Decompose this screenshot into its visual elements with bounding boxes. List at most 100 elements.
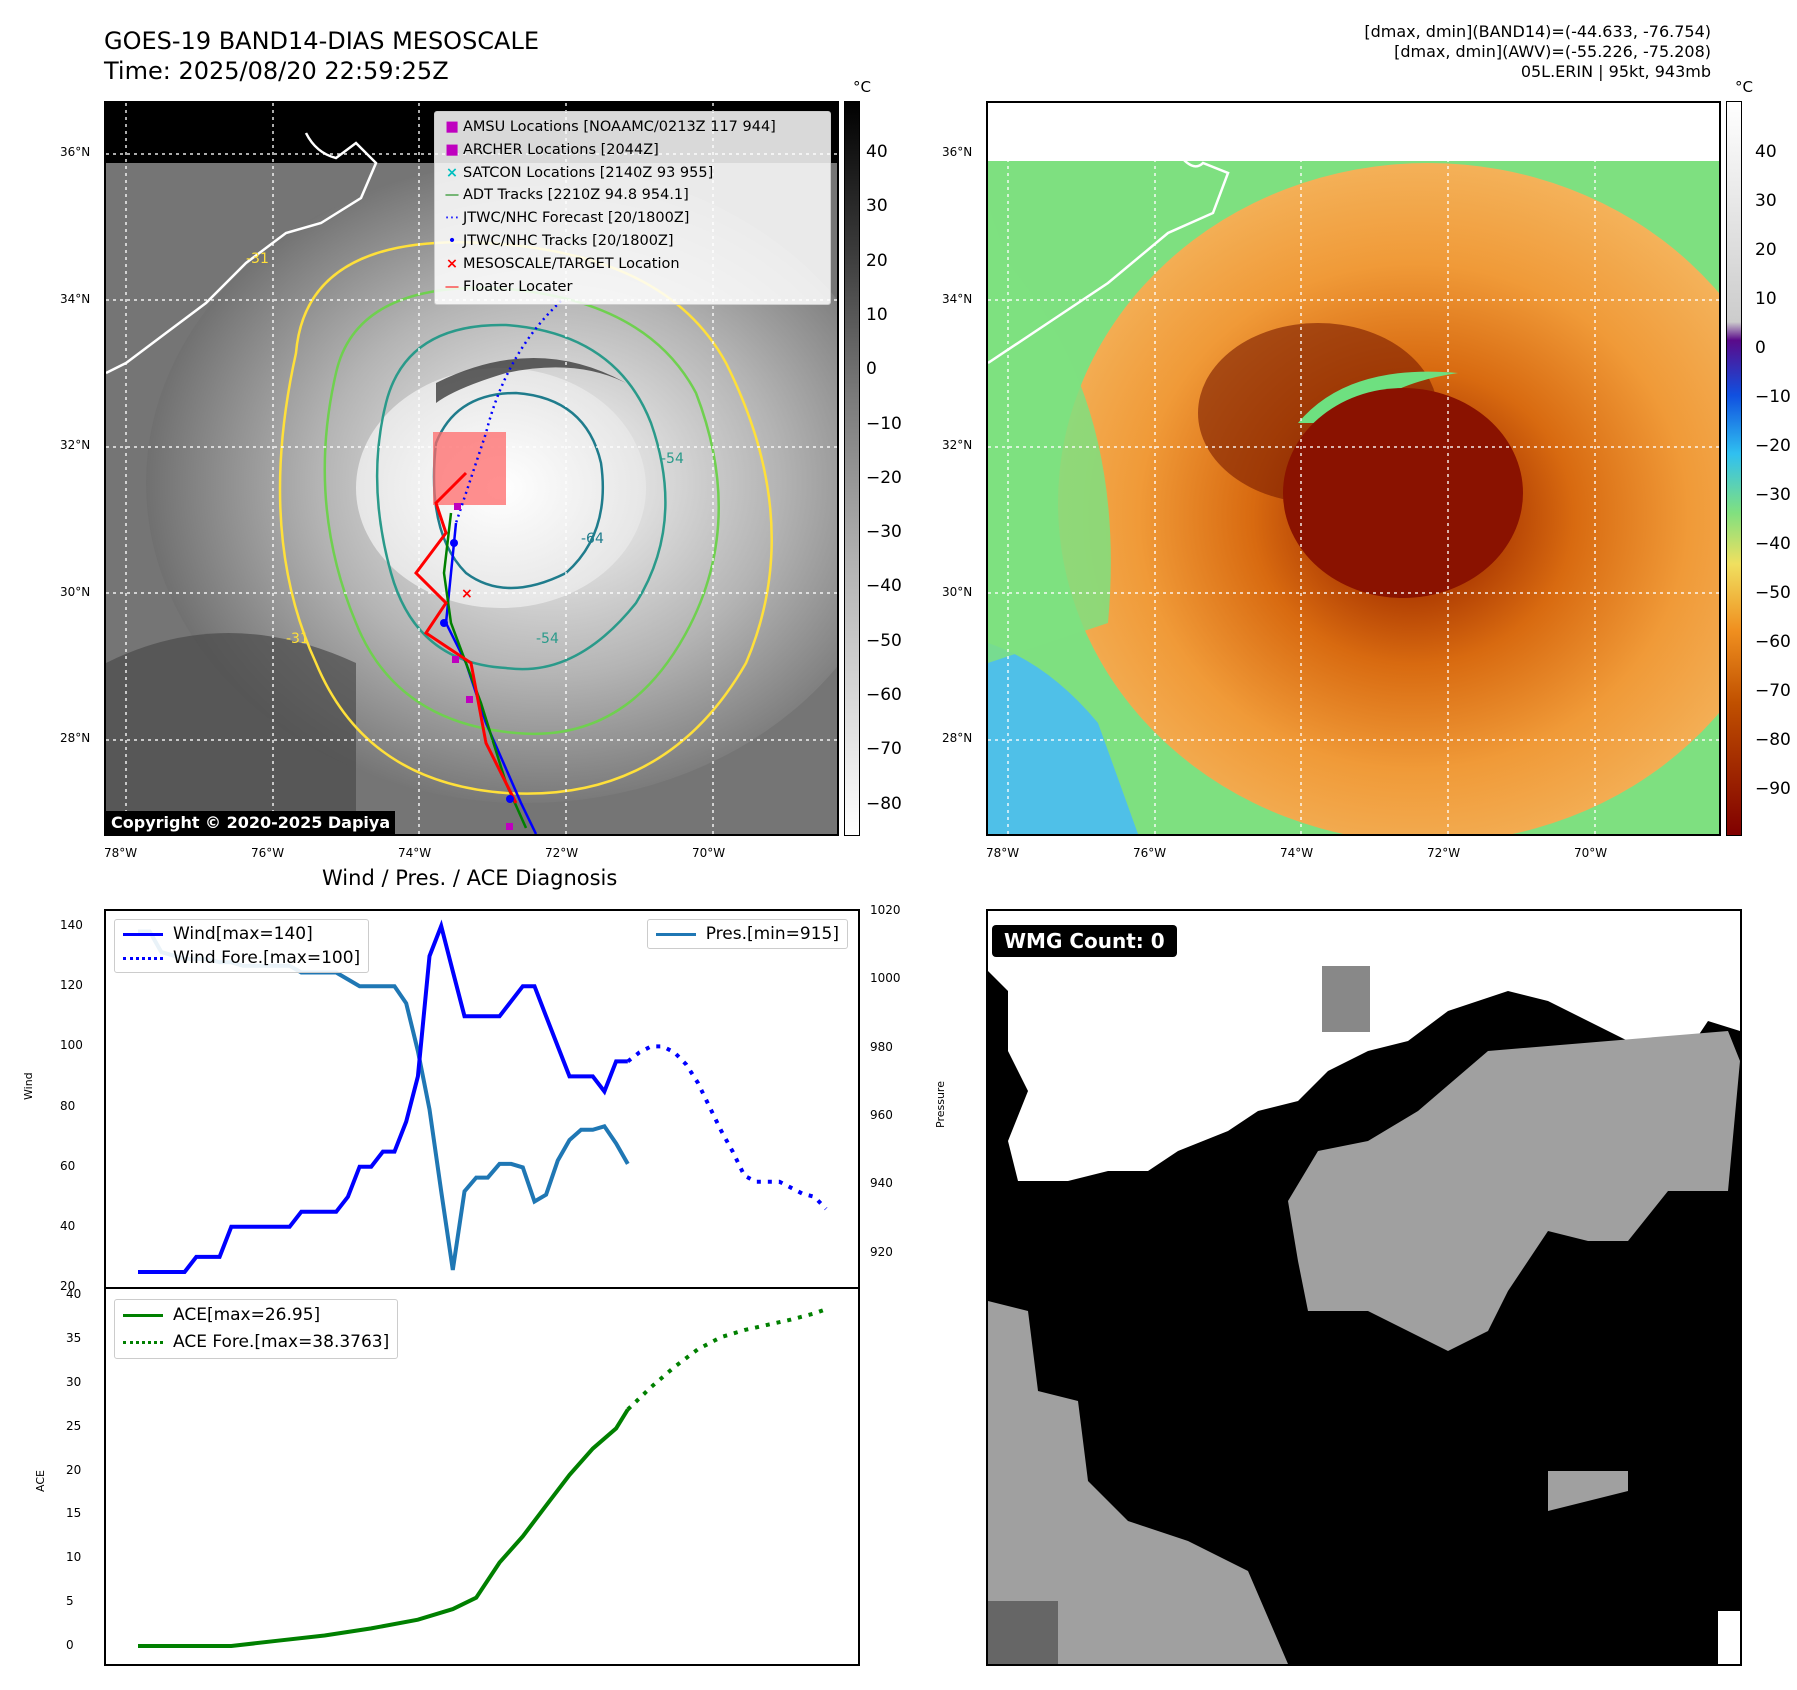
svg-text:-54: -54 bbox=[536, 631, 559, 647]
ace-fore-line-icon bbox=[123, 1340, 163, 1344]
lat-label: 36°N bbox=[942, 145, 973, 159]
colorbar-right-label: −60 bbox=[1755, 632, 1791, 652]
pressure-ylabel: Pressure bbox=[934, 1081, 947, 1128]
legend-item-target: × MESOSCALE/TARGET Location bbox=[441, 253, 776, 276]
stats-block: [dmax, dmin](BAND14)=(-44.633, -76.754) … bbox=[1364, 22, 1711, 82]
colorbar-right-label: −30 bbox=[1755, 485, 1791, 505]
wind-tick-label: 120 bbox=[60, 978, 83, 993]
wind-tick-label: 80 bbox=[60, 1098, 76, 1113]
colorbar-right-label: 20 bbox=[1755, 240, 1777, 260]
lon-label: 74°W bbox=[398, 846, 432, 860]
ace-legend: ACE[max=26.95] ACE Fore.[max=38.3763] bbox=[114, 1299, 399, 1359]
colorbar-left-label: 10 bbox=[866, 304, 888, 325]
lat-label: 30°N bbox=[942, 585, 973, 599]
colorbar-right-label: −90 bbox=[1755, 779, 1791, 799]
lat-label: 32°N bbox=[60, 438, 91, 452]
colorbar-left-label: −10 bbox=[866, 413, 902, 434]
svg-text:-54: -54 bbox=[661, 451, 684, 467]
svg-text:-64: -64 bbox=[581, 531, 604, 547]
ace-tick-label: 10 bbox=[66, 1550, 82, 1565]
figure-title: GOES-19 BAND14-DIAS MESOSCALE Time: 2025… bbox=[104, 26, 539, 86]
colorbar-left-label: −40 bbox=[866, 576, 902, 597]
wind-tick-label: 140 bbox=[60, 918, 83, 933]
legend-wind-fore: Wind Fore.[max=100] bbox=[123, 946, 360, 970]
colorbar-right-label: −20 bbox=[1755, 436, 1791, 456]
colorbar-left-label: −80 bbox=[866, 793, 902, 814]
pressure-tick-label: 1000 bbox=[870, 971, 901, 986]
stats-awv: [dmax, dmin](AWV)=(-55.226, -75.208) bbox=[1394, 42, 1711, 61]
wind-forecast-series-line bbox=[626, 1044, 828, 1211]
wmg-panel: WMG Count: 0 bbox=[986, 909, 1742, 1666]
lat-label: 30°N bbox=[60, 585, 91, 599]
legend-item-adt: — ADT Tracks [2210Z 94.8 954.1] bbox=[441, 184, 776, 207]
ace-tick-label: 35 bbox=[66, 1330, 82, 1345]
stats-band14: [dmax, dmin](BAND14)=(-44.633, -76.754) bbox=[1364, 22, 1711, 41]
ace-tick-label: 40 bbox=[66, 1287, 82, 1301]
lon-label: 72°W bbox=[545, 846, 579, 860]
forecast-line-icon: ⋯ bbox=[444, 210, 460, 227]
lat-label: 34°N bbox=[60, 292, 91, 306]
wind-line-icon bbox=[123, 932, 163, 936]
pressure-series-line bbox=[138, 929, 630, 1271]
colorbar-left-label: −70 bbox=[866, 739, 902, 760]
ace-forecast-series-line bbox=[626, 1307, 827, 1411]
wind-series-line bbox=[138, 919, 628, 1274]
storm-info: 05L.ERIN | 95kt, 943mb bbox=[1520, 62, 1711, 81]
map-legend: ■ AMSU Locations [NOAAMC/0213Z 117 944] ■… bbox=[434, 111, 831, 305]
colorbar-left-label: −30 bbox=[866, 522, 902, 543]
colorbar-left-label: −60 bbox=[866, 685, 902, 705]
wind-pressure-panel: Wind[max=140] Wind Fore.[max=100] Pres.[… bbox=[104, 909, 860, 1289]
colorbar-left-label: 0 bbox=[866, 359, 877, 380]
ace-ylabel: ACE bbox=[34, 1470, 47, 1492]
svg-text:-31: -31 bbox=[286, 631, 309, 647]
pres-legend: Pres.[min=915] bbox=[646, 919, 848, 949]
ace-tick-label: 30 bbox=[66, 1374, 82, 1389]
lat-label: 28°N bbox=[942, 731, 973, 745]
svg-text:×: × bbox=[461, 586, 473, 602]
ace-series-line bbox=[138, 1408, 630, 1648]
colorbar-right-label: −70 bbox=[1755, 681, 1791, 701]
lon-label: 72°W bbox=[1427, 846, 1461, 860]
colorbar-right-label: 0 bbox=[1755, 338, 1766, 358]
lon-label: 70°W bbox=[692, 846, 726, 860]
colorbar-right-label: −40 bbox=[1755, 534, 1791, 554]
lat-label: 28°N bbox=[60, 731, 91, 745]
lon-label: 74°W bbox=[1280, 846, 1314, 860]
ace-tick-label: 25 bbox=[66, 1418, 82, 1433]
ace-tick-label: 20 bbox=[66, 1462, 82, 1477]
wmg-count-label: WMG Count: 0 bbox=[992, 925, 1177, 957]
target-marker-icon: × bbox=[445, 255, 459, 272]
awv-map-panel bbox=[986, 101, 1721, 836]
legend-item-tracks: • JTWC/NHC Tracks [20/1800Z] bbox=[441, 230, 776, 253]
pressure-tick-label: 1020 bbox=[870, 903, 901, 917]
legend-item-satcon: × SATCON Locations [2140Z 93 955] bbox=[441, 162, 776, 185]
satcon-marker-icon: × bbox=[445, 164, 459, 181]
wind-tick-label: 40 bbox=[60, 1218, 76, 1233]
pressure-tick-label: 920 bbox=[870, 1244, 893, 1259]
legend-wind: Wind[max=140] bbox=[123, 922, 360, 946]
lon-label: 76°W bbox=[251, 846, 285, 860]
colorbar-left-unit: °C bbox=[853, 78, 871, 96]
title-text: GOES-19 BAND14-DIAS MESOSCALE bbox=[104, 27, 540, 55]
colorbar-right-label: −50 bbox=[1755, 583, 1791, 603]
lon-label: 70°W bbox=[1574, 846, 1608, 860]
svg-text:-31: -31 bbox=[246, 251, 269, 267]
lat-label: 32°N bbox=[942, 438, 973, 452]
colorbar-left-label: 30 bbox=[866, 196, 888, 217]
ace-chart bbox=[138, 1307, 827, 1648]
colorbar-right-label: 30 bbox=[1755, 191, 1777, 211]
legend-item-amsu: ■ AMSU Locations [NOAAMC/0213Z 117 944] bbox=[441, 116, 776, 139]
colorbar-right-label: 40 bbox=[1755, 142, 1777, 162]
wmg-map bbox=[988, 911, 1740, 1664]
lat-label: 34°N bbox=[942, 292, 973, 306]
ir-map-panel: × -31 -31 -54 -54 -64 ■ AMSU Locations [N… bbox=[104, 101, 839, 836]
legend-ace-fore: ACE Fore.[max=38.3763] bbox=[123, 1329, 389, 1356]
amsu-marker-icon: ■ bbox=[445, 119, 459, 135]
legend-list: ■ AMSU Locations [NOAAMC/0213Z 117 944] ■… bbox=[441, 116, 776, 298]
pres-line-icon bbox=[655, 932, 696, 936]
ace-tick-label: 5 bbox=[66, 1594, 74, 1609]
wind-tick-label: 60 bbox=[60, 1158, 76, 1173]
legend-item-floater: — Floater Locater bbox=[441, 276, 776, 299]
ace-tick-label: 15 bbox=[66, 1506, 82, 1521]
archer-marker-icon: ■ bbox=[445, 141, 459, 158]
